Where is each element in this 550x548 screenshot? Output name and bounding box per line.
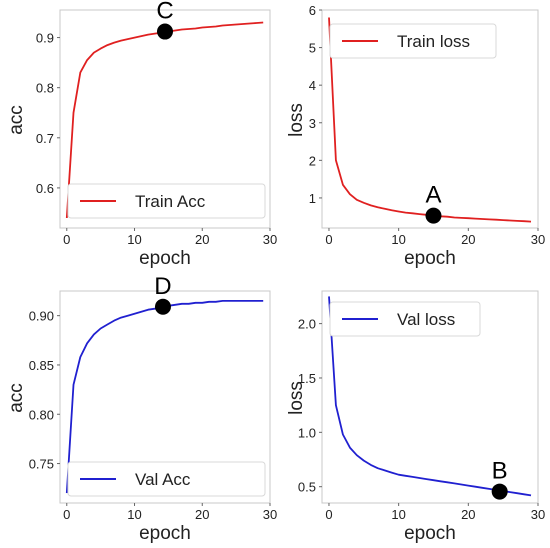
chart-3-legend-box [67,461,266,497]
chart-2-y-tick-label: 1 [309,191,316,206]
chart-1-marker-c [157,23,173,40]
chart-2-x-axis-label: epoch [404,248,456,269]
chart-1-y-tick-label: 0.8 [36,81,54,96]
chart-2-x-tick-label: 10 [391,232,405,247]
chart-3-x-tick-label: 0 [63,507,70,522]
chart-4-x-axis-label: epoch [404,523,456,544]
chart-4-legend-label: Val loss [397,310,455,329]
chart-3-x-tick-label: 20 [195,507,209,522]
chart-2-y-tick-label: 3 [309,116,316,131]
chart-2-y-axis-label: loss [286,103,307,137]
chart-1-legend-label: Train Acc [135,192,206,211]
chart-2-legend-box [329,23,497,59]
chart-4-x-tick-label: 30 [531,507,545,522]
chart-1-x-tick-label: 30 [263,232,277,247]
chart-2-x-tick-label: 30 [531,232,545,247]
chart-4-marker-b [491,483,508,500]
chart-4-y-tick-label: 1.0 [298,425,316,440]
chart-2-legend-label: Train loss [397,32,470,51]
chart-4-x-tick-label: 20 [461,507,475,522]
chart-1-x-tick-label: 0 [63,232,70,247]
chart-1-x-axis-label: epoch [139,248,191,269]
chart-1-y-tick-label: 0.7 [36,131,54,146]
chart-1-y-tick-label: 0.9 [36,31,54,46]
chart-2-y-tick-label: 5 [309,41,316,56]
chart-2-x-tick-label: 20 [461,232,475,247]
chart-4-x-tick-label: 10 [391,507,405,522]
chart-4-y-axis-label: loss [286,381,307,415]
chart-2-marker-label-a: A [425,182,441,209]
chart-2-marker-a [425,207,442,224]
chart-3-y-tick-label: 0.90 [29,309,54,324]
chart-3-legend-label: Val Acc [135,470,191,489]
chart-2-y-tick-label: 2 [309,153,316,168]
chart-2-x-tick-label: 0 [325,232,332,247]
chart-4-y-tick-label: 0.5 [298,480,316,495]
chart-1-y-axis-label: acc [6,105,27,135]
chart-4-marker-label-b: B [492,458,508,485]
chart-4-y-tick-label: 1.5 [298,371,316,386]
chart-4-legend-box [329,301,481,337]
chart-3-x-tick-label: 10 [127,507,141,522]
chart-2-y-tick-label: 4 [309,78,316,93]
chart-1-x-tick-label: 20 [195,232,209,247]
chart-1-legend-box [67,183,266,219]
chart-3-x-tick-label: 30 [263,507,277,522]
chart-4-y-tick-label: 2.0 [298,317,316,332]
chart-3-marker-d [154,298,171,315]
chart-3-y-tick-label: 0.80 [29,407,54,422]
chart-3-x-axis-label: epoch [139,523,191,544]
chart-1-marker-label-c: C [156,0,173,25]
chart-3-y-tick-label: 0.75 [29,457,54,472]
chart-1-x-tick-label: 10 [127,232,141,247]
chart-3-marker-label-d: D [154,273,171,300]
chart-1-y-tick-label: 0.6 [36,181,54,196]
chart-2-y-tick-label: 6 [309,3,316,18]
chart-3-y-axis-label: acc [6,383,27,413]
chart-3-y-tick-label: 0.85 [29,358,54,373]
chart-4-x-tick-label: 0 [325,507,332,522]
